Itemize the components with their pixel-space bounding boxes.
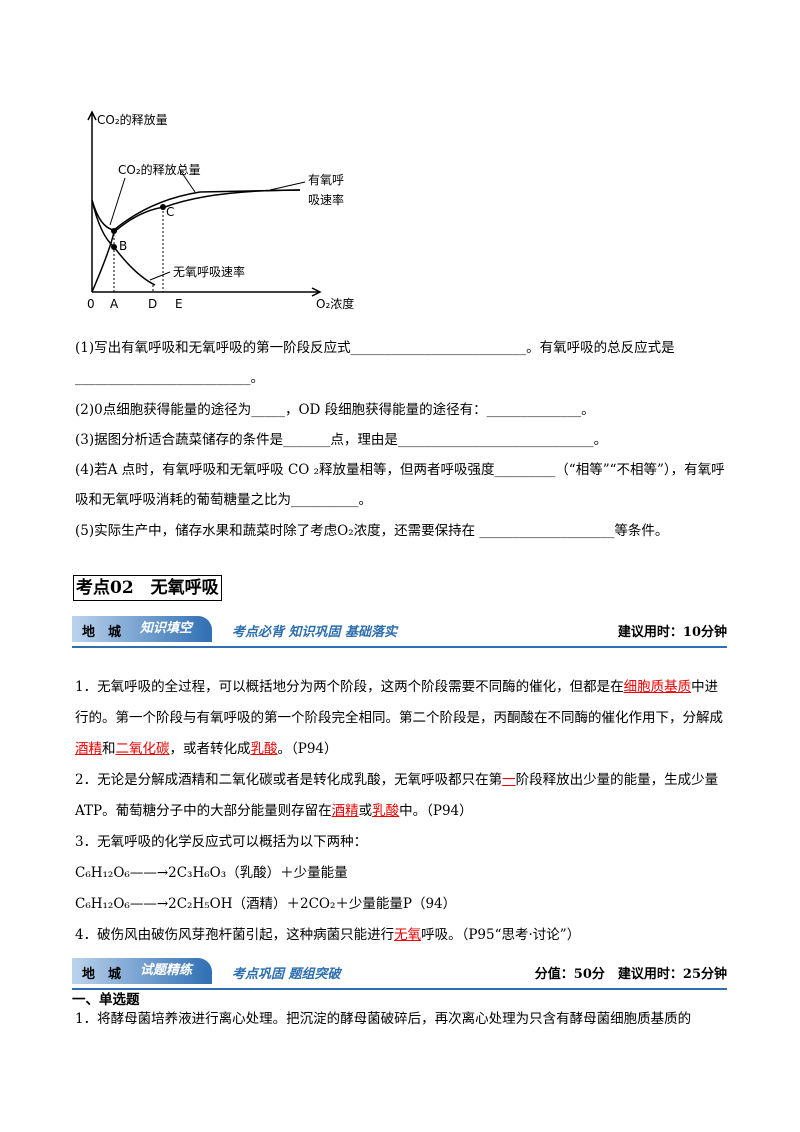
item: C₆H₁₂O₆——→2C₂H₅OH（酒精）＋2CO₂＋少量能量P（94）: [75, 889, 727, 920]
answer: 酒精: [331, 803, 359, 819]
text: 。（P94）: [277, 741, 338, 757]
text: 阶段释放出少量的能量，生成少量ATP。葡萄糖分子中的大部分能量则存留在: [75, 772, 719, 819]
item: C₆H₁₂O₆——→2C₃H₆O₃（乳酸）＋少量能量: [75, 858, 727, 889]
point-label: D: [148, 297, 157, 311]
tab-text: 试题精练: [140, 963, 193, 978]
point-label: B: [119, 239, 127, 253]
answer: 无氧: [394, 927, 422, 943]
text: 4．破伤风由破伤风芽孢杆菌引起，这种病菌只能进行: [75, 927, 395, 943]
icon-text: 地 城: [82, 621, 121, 640]
aerobic-label: 吸速率: [308, 192, 344, 207]
text: 地: [82, 625, 96, 640]
tab-text: 知识填空: [140, 621, 193, 636]
icon-text: 地 城: [82, 963, 121, 982]
text: 城: [108, 625, 122, 640]
text: 城: [108, 967, 122, 982]
aerobic-label: 有氧呼: [308, 173, 344, 187]
section-title: 考点02 无氧呼吸: [73, 575, 222, 601]
text: 2．无论是分解成酒精和二氧化碳或者是转化成乳酸，无氧呼吸都只在第: [75, 772, 503, 788]
text: 分值：50分: [534, 967, 605, 982]
text: 建议用时：25分钟: [617, 967, 727, 982]
time: 建议用时：10分钟: [617, 625, 727, 640]
item: 2．无论是分解成酒精和二氧化碳或者是转化成乳酸，无氧呼吸都只在第一阶段释放出少量…: [75, 765, 727, 827]
text: 中进行的。第一个阶段与有氧呼吸的第一个阶段完全相同。第二个阶段是，丙酮酸在不同酶…: [75, 679, 723, 726]
question: (4)若A 点时，有氧呼吸和无氧呼吸 CO ₂释放量相等，但两者呼吸强度____…: [75, 462, 725, 508]
items: 1．无氧呼吸的全过程，可以概括地分为两个阶段，这两个阶段需要不同酶的催化，但都是…: [75, 672, 727, 951]
item: 3．无氧呼吸的化学反应式可以概括为以下两种：: [75, 827, 727, 858]
answer: 一: [502, 772, 516, 788]
score-time: 分值：50分 建议用时：25分钟: [535, 963, 727, 982]
text: 中。（P94）: [399, 803, 473, 819]
point-label: 0: [87, 297, 95, 311]
answer: 乳酸: [372, 803, 400, 819]
figure: CO₂的释放量 CO₂的释放总量 有氧呼 吸速率 无氧呼吸速率 O₂浓度 0 A…: [87, 110, 354, 311]
anaerobic-label: 无氧呼吸速率: [173, 264, 245, 279]
point-label: C: [166, 205, 174, 219]
text: 和: [102, 741, 116, 757]
question: (2)0点细胞获得能量的途径为_____，OD 段细胞获得能量的途径有：____…: [75, 402, 595, 418]
banner: 地 城 试题精练 考点巩固 题组突破 分值：50分 建议用时：25分钟: [72, 954, 727, 990]
text: 地: [82, 967, 96, 982]
tab: [72, 616, 212, 642]
subheading: 一、单选题: [72, 992, 140, 1008]
question: 1．将酵母菌培养液进行离心处理。把沉淀的酵母菌破碎后，再次离心处理为只含有酵母菌…: [75, 1011, 692, 1027]
text: C₆H₁₂O₆——→2C₃H₆O₃（乳酸）＋少量能量: [75, 865, 348, 881]
tab: [72, 958, 212, 984]
text: 呼吸。（P95“思考·讨论”）: [421, 927, 581, 943]
answer: 二氧化碳: [115, 741, 170, 757]
point-label: E: [175, 297, 183, 311]
total-label: CO₂的释放总量: [118, 162, 201, 177]
item: 4．破伤风由破伤风芽孢杆菌引起，这种病菌只能进行无氧呼吸。（P95“思考·讨论”…: [75, 920, 727, 951]
text: 3．无氧呼吸的化学反应式可以概括为以下两种：: [75, 834, 368, 850]
slogan: 考点巩固 题组突破: [232, 967, 341, 982]
question: (5)实际生产中，储存水果和蔬菜时除了考虑O₂浓度，还需要保持在 _______…: [75, 523, 669, 539]
answer: 细胞质基质: [623, 679, 692, 695]
answer: 酒精: [75, 741, 102, 757]
y-axis-label: CO₂的释放量: [97, 112, 168, 127]
question: (1)写出有氧呼吸和无氧呼吸的第一阶段反应式__________________…: [75, 340, 675, 386]
text: 1．无氧呼吸的全过程，可以概括地分为两个阶段，这两个阶段需要不同酶的催化，但都是…: [75, 679, 624, 695]
x-axis-label: O₂浓度: [316, 296, 354, 311]
point-label: A: [110, 297, 119, 311]
banner: 地 城 知识填空 考点必背 知识巩固 基础落实 建议用时：10分钟: [72, 612, 727, 648]
answer: 乳酸: [250, 741, 278, 757]
question: (3)据图分析适合蔬菜储存的条件是_______点，理由是___________…: [75, 432, 608, 448]
slogan: 考点必背 知识巩固 基础落实: [232, 625, 398, 640]
text: 或: [358, 803, 373, 819]
item: 1．无氧呼吸的全过程，可以概括地分为两个阶段，这两个阶段需要不同酶的催化，但都是…: [75, 672, 727, 765]
text: ，或者转化成: [169, 741, 251, 757]
text: C₆H₁₂O₆——→2C₂H₅OH（酒精）＋2CO₂＋少量能量P（94）: [75, 896, 457, 912]
